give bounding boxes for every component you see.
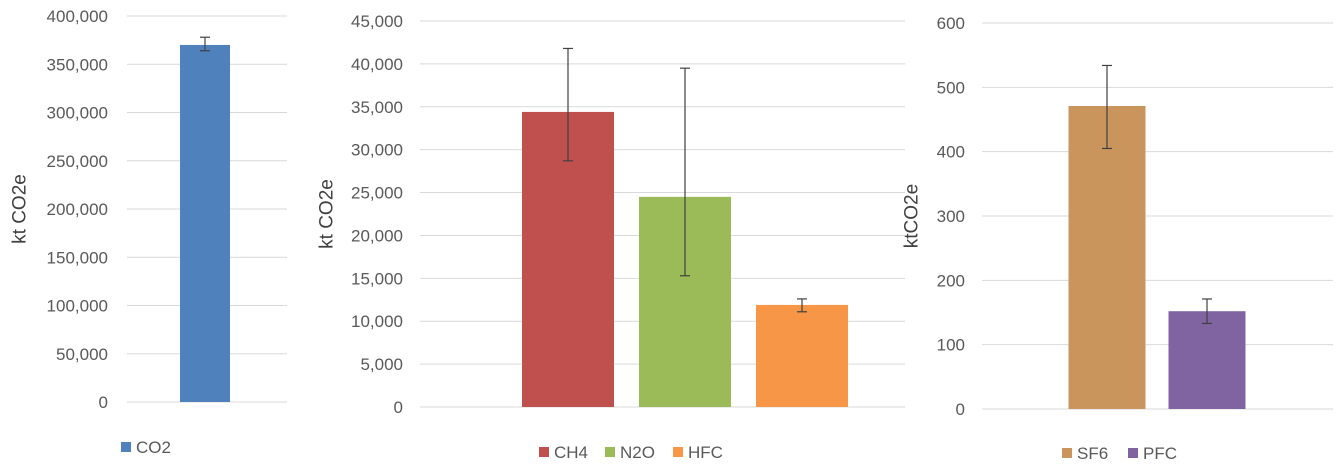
y-tick-label: 0 [394, 398, 403, 417]
y-tick-label: 250,000 [47, 152, 108, 171]
y-tick-label: 300,000 [47, 104, 108, 123]
legend-label: CO2 [136, 438, 171, 457]
legend-label: SF6 [1077, 444, 1108, 463]
legend-swatch [673, 447, 683, 457]
error-bar-n2o [680, 67, 690, 277]
y-tick-label: 200 [937, 271, 965, 290]
y-tick-label: 40,000 [351, 55, 403, 74]
y-tick-label: 30,000 [351, 141, 403, 160]
y-tick-label: 500 [937, 78, 965, 97]
y-axis-title: kt CO2e [10, 174, 31, 244]
legend-swatch [121, 442, 131, 452]
y-tick-label: 200,000 [47, 200, 108, 219]
bar-hfc [756, 304, 848, 407]
y-tick-label: 600 [937, 14, 965, 33]
y-tick-label: 25,000 [351, 184, 403, 203]
y-tick-label: 20,000 [351, 226, 403, 245]
y-tick-label: 150,000 [47, 248, 108, 267]
chart-panel-2: 0 5,000 10,000 15,000 20,000 25,000 30,000 35,0… [317, 12, 905, 462]
y-tick-label: 45,000 [351, 12, 403, 31]
legend-label: N2O [620, 443, 655, 462]
legend-swatch [1128, 448, 1138, 458]
bar-sf6 [1068, 105, 1146, 410]
y-tick-label: 0 [956, 400, 965, 419]
legend-swatch [605, 447, 615, 457]
legend-item-co2: CO2 [121, 438, 171, 457]
error-bar-co2 [200, 36, 210, 52]
legend-swatch [539, 447, 549, 457]
y-tick-label: 300 [937, 207, 965, 226]
y-tick-label: 35,000 [351, 98, 403, 117]
chart-panel-1: 0 50,000 100,000 150,000 200,000 250,000 300,0… [10, 7, 287, 457]
y-tick-label: 100,000 [47, 297, 108, 316]
legend-item-hfc: HFC [673, 443, 723, 462]
legend-item-ch4: CH4 [539, 443, 588, 462]
legend-label: CH4 [554, 443, 588, 462]
error-bar-hfc [797, 298, 807, 313]
legend-item-pfc: PFC [1128, 444, 1177, 463]
legend-item-sf6: SF6 [1062, 444, 1108, 463]
legend-swatch [1062, 448, 1072, 458]
y-tick-label: 10,000 [351, 312, 403, 331]
y-tick-label: 5,000 [360, 355, 403, 374]
legend-item-n2o: N2O [605, 443, 655, 462]
bar-pfc [1168, 311, 1246, 409]
y-tick-label: 50,000 [56, 345, 108, 364]
error-bar-ch4 [563, 47, 573, 162]
y-tick-label: 400,000 [47, 7, 108, 26]
legend-label: HFC [688, 443, 723, 462]
bar-co2 [180, 44, 230, 402]
y-tick-label: 350,000 [47, 55, 108, 74]
y-axis-title: kt CO2e [317, 179, 338, 249]
legend-label: PFC [1143, 444, 1177, 463]
y-axis-title: ktCO2e [902, 184, 923, 248]
error-bar-sf6 [1102, 64, 1112, 150]
error-bar-pfc [1202, 298, 1212, 325]
y-tick-label: 15,000 [351, 269, 403, 288]
y-tick-label: 0 [99, 393, 108, 412]
y-tick-label: 100 [937, 336, 965, 355]
chart-panel-3: 0 100 200 300 400 500 600 ktCO2e SF6 PFC [902, 14, 1333, 463]
y-tick-label: 400 [937, 143, 965, 162]
